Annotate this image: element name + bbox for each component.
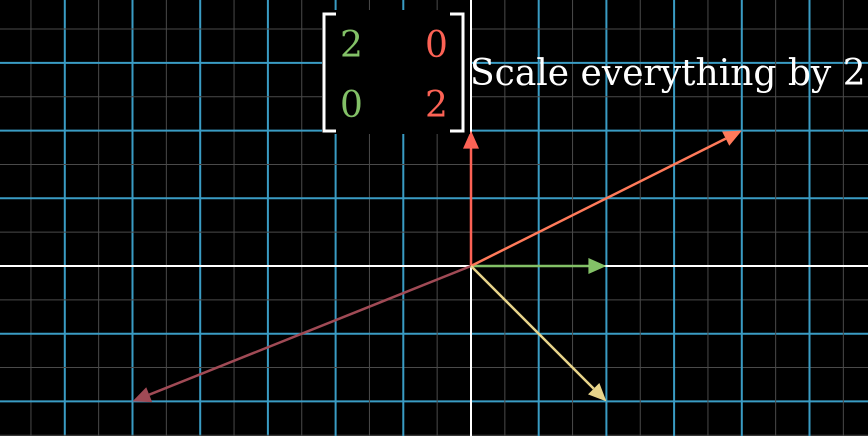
matrix-right-bracket — [450, 12, 465, 133]
vector-upper-right — [470, 130, 742, 268]
vector-upper-right-arrowhead — [722, 130, 742, 146]
vector-lower-left-shaft — [148, 264, 472, 396]
matrix-display: 2 0 0 2 — [322, 10, 470, 134]
i-hat-scaled-arrowhead — [588, 258, 607, 274]
matrix-entry-r1c2: 0 — [425, 25, 448, 66]
vector-lower-right-shaft — [470, 265, 595, 390]
vector-upper-right-shaft — [470, 137, 727, 268]
vector-lower-left — [132, 264, 472, 403]
matrix-backdrop — [322, 10, 470, 134]
vector-lower-left-arrowhead — [132, 387, 153, 403]
matrix-left-bracket — [322, 12, 336, 133]
vector-lower-right — [470, 265, 607, 402]
matrix-entry-r2c1: 0 — [340, 85, 363, 126]
i-hat-scaled — [471, 258, 607, 274]
vectors-layer — [132, 130, 742, 403]
caption-text: Scale everything by 2 — [470, 53, 866, 94]
j-hat-scaled-arrowhead — [463, 130, 479, 149]
matrix-entry-r1c1: 2 — [340, 25, 363, 66]
vector-lower-right-arrowhead — [588, 383, 607, 402]
j-hat-scaled — [463, 130, 479, 266]
matrix-entry-r2c2: 2 — [425, 85, 448, 126]
